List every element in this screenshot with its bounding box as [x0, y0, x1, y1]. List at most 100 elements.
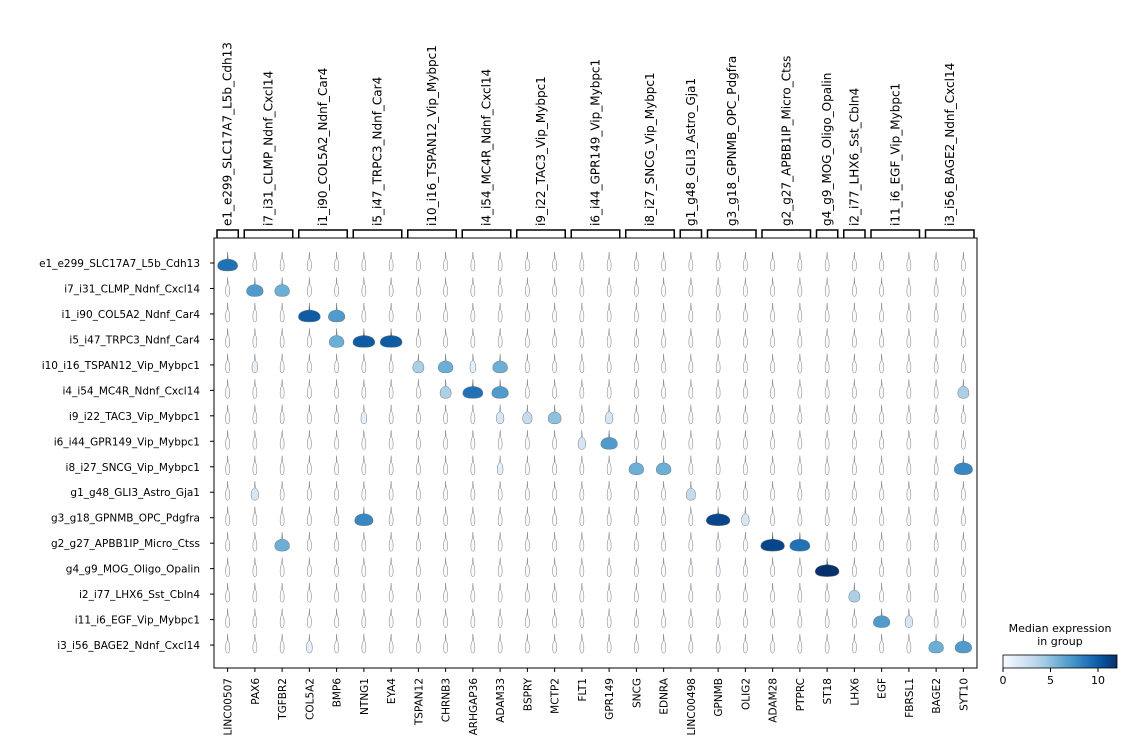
violin — [334, 251, 339, 272]
violin — [416, 557, 421, 577]
violin — [307, 353, 312, 374]
violin — [743, 532, 748, 552]
violin — [879, 277, 884, 297]
violin — [388, 379, 394, 399]
violin — [600, 430, 618, 450]
violin — [225, 608, 230, 628]
violin — [307, 481, 312, 501]
gene-label: PTPRC — [795, 678, 807, 711]
violin — [715, 455, 721, 476]
gene-label: BMP6 — [332, 678, 344, 708]
violin — [852, 302, 857, 323]
group-label: g3_g18_GPNMB_OPC_Pdgfra — [725, 56, 739, 226]
violin — [933, 583, 939, 603]
violin — [688, 302, 694, 323]
violin — [852, 430, 857, 450]
violin — [797, 557, 803, 577]
gene-label: ARHGAP36 — [468, 678, 480, 736]
violin — [388, 608, 394, 628]
violin — [497, 251, 503, 272]
violin — [252, 251, 258, 272]
violin — [552, 455, 557, 476]
violin — [525, 277, 530, 297]
violin — [852, 455, 857, 476]
violin — [274, 532, 290, 552]
violin — [225, 404, 230, 425]
violin — [307, 379, 312, 399]
violin — [225, 506, 230, 526]
violin — [953, 455, 973, 476]
violin — [307, 532, 312, 552]
violin — [416, 328, 421, 348]
violin — [552, 532, 557, 552]
violin — [797, 328, 803, 348]
violin — [688, 557, 694, 577]
violin — [525, 251, 530, 272]
violin — [961, 506, 966, 526]
violin — [688, 506, 694, 526]
violin — [933, 455, 939, 476]
violin — [688, 532, 694, 552]
violin — [933, 532, 939, 552]
violin — [961, 532, 966, 552]
violin — [579, 379, 585, 399]
violin — [579, 251, 585, 272]
violin — [661, 481, 666, 501]
violin — [879, 302, 884, 323]
violin — [579, 634, 585, 654]
violin — [361, 532, 367, 552]
violin — [685, 481, 696, 501]
violin — [469, 353, 477, 374]
violin — [443, 583, 448, 603]
violin — [906, 328, 912, 348]
violin — [634, 302, 639, 323]
violin — [416, 404, 421, 425]
violin — [443, 532, 448, 552]
gene-label: OLIG2 — [740, 678, 752, 710]
violin — [416, 532, 421, 552]
violin — [279, 634, 285, 654]
violin — [279, 430, 285, 450]
group-bracket — [516, 229, 566, 238]
violin — [496, 404, 505, 425]
violin — [470, 404, 476, 425]
violin — [634, 251, 639, 272]
gene-label: SNCG — [631, 678, 643, 708]
violin — [306, 634, 313, 654]
violin — [225, 532, 230, 552]
violin — [906, 302, 912, 323]
violin — [770, 430, 775, 450]
group-label: i8_i27_SNCG_Vip_Mybpc1 — [643, 72, 657, 226]
violin — [879, 404, 884, 425]
violin — [279, 557, 285, 577]
violin — [688, 251, 694, 272]
violin — [770, 455, 775, 476]
violin — [879, 455, 884, 476]
violin — [525, 583, 530, 603]
violin — [634, 532, 639, 552]
violin — [388, 404, 394, 425]
violin — [252, 634, 258, 654]
gene-label: LINC00498 — [686, 678, 698, 736]
violin — [252, 302, 258, 323]
group-label: i3_i56_BAGE2_Ndnf_Cxcl14 — [943, 63, 957, 226]
violin — [933, 506, 939, 526]
violin — [307, 430, 312, 450]
violin — [361, 455, 367, 476]
violin — [606, 532, 612, 552]
violin — [688, 379, 694, 399]
violin — [497, 430, 503, 450]
violin — [492, 353, 508, 374]
violin — [361, 251, 367, 272]
violin — [552, 302, 557, 323]
violin — [443, 404, 448, 425]
group-label: g1_g48_GLI3_Astro_Gja1 — [684, 78, 698, 226]
violin — [848, 583, 861, 603]
violin — [770, 379, 775, 399]
violin — [443, 328, 448, 348]
violin — [470, 583, 476, 603]
violin — [579, 506, 585, 526]
violin — [412, 353, 425, 374]
violin — [634, 557, 639, 577]
violin — [354, 506, 374, 526]
